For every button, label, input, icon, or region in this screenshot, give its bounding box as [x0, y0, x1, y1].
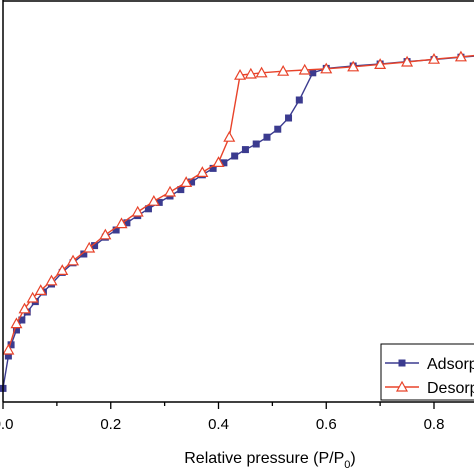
data-point-triangle	[147, 194, 160, 206]
x-axis-title-subscript: 0	[344, 459, 350, 471]
x-axis-ticks: 0.0 0.2 0.4 0.6 0.8	[0, 402, 444, 433]
data-point-square	[177, 186, 185, 194]
data-point-triangle	[401, 55, 414, 67]
x-axis-title-main: Relative pressure (P/P	[184, 450, 344, 467]
data-point-square	[123, 219, 131, 227]
data-point-square	[252, 140, 260, 148]
data-point-square	[231, 152, 239, 160]
legend-marker-square	[398, 359, 406, 367]
data-point-triangle	[212, 156, 225, 167]
legend-item-desorption: Desorption	[385, 380, 474, 397]
data-point-triangle	[196, 166, 209, 177]
x-tick-label: 0.6	[316, 416, 337, 433]
data-point-square	[188, 178, 196, 186]
data-point-triangle	[320, 62, 333, 74]
data-point-triangle	[298, 63, 311, 75]
x-tick-label: 0.4	[208, 416, 229, 433]
data-point-square	[295, 96, 303, 104]
data-point-triangle	[223, 130, 236, 142]
data-point-triangle	[2, 343, 15, 355]
data-point-square	[309, 69, 317, 77]
data-point-triangle	[83, 241, 96, 253]
data-point-square	[91, 242, 99, 250]
data-point-triangle	[427, 52, 441, 64]
data-point-triangle	[131, 205, 144, 217]
x-tick-label: 0.0	[0, 416, 13, 433]
series-adsorption	[0, 53, 474, 392]
legend-item-adsorption: Adsorption	[385, 356, 474, 373]
data-point-triangle	[45, 274, 58, 286]
data-point-triangle	[255, 66, 268, 78]
data-point-triangle	[244, 67, 257, 79]
data-point-square	[4, 352, 12, 360]
data-point-square	[209, 164, 217, 172]
data-point-triangle	[67, 254, 80, 266]
data-point-square	[241, 146, 249, 154]
data-point-square	[274, 125, 282, 133]
data-point-square	[144, 205, 152, 213]
series-layer	[0, 50, 474, 392]
data-point-triangle	[374, 58, 387, 70]
data-point-square	[18, 316, 26, 324]
x-tick-label: 0.8	[424, 416, 445, 433]
data-point-triangle	[234, 68, 247, 80]
data-point-triangle	[115, 217, 128, 229]
legend-marker-triangle	[395, 380, 409, 392]
legend-items: Adsorption Desorption	[385, 356, 474, 397]
data-point-triangle	[34, 284, 47, 295]
data-point-square	[285, 114, 293, 122]
data-point-triangle	[99, 228, 112, 240]
data-point-triangle	[56, 264, 69, 275]
legend: Adsorption Desorption	[380, 343, 474, 401]
x-axis-title-suffix: )	[350, 450, 355, 467]
legend-label: Desorption	[427, 380, 474, 397]
data-point-triangle	[180, 176, 193, 187]
data-point-triangle	[10, 317, 23, 329]
data-point-square	[112, 226, 120, 234]
legend-label: Adsorption	[427, 356, 474, 373]
data-point-square	[220, 159, 228, 167]
data-point-square	[7, 341, 15, 349]
data-point-triangle	[18, 302, 31, 314]
data-point-square	[12, 326, 20, 334]
data-point-triangle	[277, 64, 290, 76]
data-point-triangle	[454, 50, 467, 62]
series-line	[2, 55, 474, 389]
data-point-triangle	[347, 60, 360, 72]
series-line	[7, 54, 474, 351]
data-point-square	[80, 250, 88, 258]
data-point-square	[155, 198, 163, 206]
data-point-triangle	[26, 291, 39, 303]
x-tick-label: 0.2	[100, 416, 121, 433]
data-point-triangle	[163, 185, 177, 197]
data-point-square	[263, 133, 271, 141]
x-axis-title: Relative pressure (P/P0)	[184, 450, 356, 471]
axes-frame	[2, 0, 474, 403]
series-desorption	[2, 50, 474, 355]
